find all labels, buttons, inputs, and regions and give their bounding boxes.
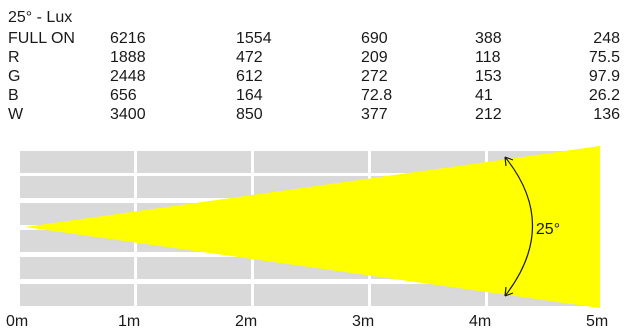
lux-value: 41 xyxy=(475,87,493,104)
table-row: G 2448 612 272 153 97.9 xyxy=(8,67,620,86)
lux-value: 388 xyxy=(475,30,502,47)
lux-value: 690 xyxy=(361,30,388,47)
lux-value: 1888 xyxy=(110,49,146,66)
lux-value: 136 xyxy=(593,106,620,123)
lux-value: 1554 xyxy=(236,30,272,47)
lux-value: 612 xyxy=(236,68,263,85)
lux-value: 272 xyxy=(361,68,388,85)
distance-label-3m: 3m xyxy=(352,313,375,330)
distance-label-0m: 0m xyxy=(6,313,29,330)
row-label: FULL ON xyxy=(8,30,75,47)
lux-value: 72.8 xyxy=(361,87,393,104)
grid-tile xyxy=(20,284,134,306)
lux-value: 3400 xyxy=(110,106,146,123)
grid-tile xyxy=(371,284,485,306)
grid-tile xyxy=(254,284,368,306)
lux-value: 75.5 xyxy=(588,49,620,66)
lux-value: 164 xyxy=(236,87,263,104)
lux-value: 26.2 xyxy=(588,87,620,104)
lux-value: 472 xyxy=(236,49,263,66)
lux-value: 97.9 xyxy=(588,68,620,85)
lux-value: 377 xyxy=(361,106,388,123)
grid-tile xyxy=(137,176,251,198)
lux-value: 248 xyxy=(593,30,620,47)
lux-value: 209 xyxy=(361,49,388,66)
grid-tile xyxy=(137,284,251,306)
table-row: R 1888 472 209 118 75.5 xyxy=(8,48,620,67)
distance-label-5m: 5m xyxy=(586,313,609,330)
lux-value: 656 xyxy=(110,87,137,104)
chart-title: 25° - Lux xyxy=(8,9,73,26)
lux-table: FULL ON 6216 1554 690 388 248 R 1888 472… xyxy=(8,29,620,124)
grid-tile xyxy=(137,151,251,173)
grid-tile xyxy=(20,151,134,173)
grid-tile xyxy=(254,151,368,173)
lux-value: 153 xyxy=(475,68,502,85)
row-label: B xyxy=(8,87,19,104)
distance-label-1m: 1m xyxy=(118,313,141,330)
grid-tile xyxy=(20,257,134,279)
grid-tile xyxy=(137,257,251,279)
distance-label-2m: 2m xyxy=(235,313,258,330)
table-row: FULL ON 6216 1554 690 388 248 xyxy=(8,29,620,48)
beam-cone xyxy=(25,146,600,308)
lux-value: 6216 xyxy=(110,30,146,47)
table-row: B 656 164 72.8 41 26.2 xyxy=(8,86,620,105)
lux-value: 118 xyxy=(475,49,501,66)
row-label: W xyxy=(8,106,24,123)
beam-angle-label: 25° xyxy=(536,221,560,238)
lux-value: 2448 xyxy=(110,68,146,85)
lux-value: 212 xyxy=(475,106,502,123)
row-label: G xyxy=(8,68,21,85)
angle-arc xyxy=(504,156,533,297)
grid-tile xyxy=(20,176,134,198)
table-row: W 3400 850 377 212 136 xyxy=(8,105,620,124)
distance-label-4m: 4m xyxy=(469,313,492,330)
lux-value: 850 xyxy=(236,106,263,123)
beam-diagram: 25° xyxy=(20,146,600,308)
row-label: R xyxy=(8,49,20,66)
